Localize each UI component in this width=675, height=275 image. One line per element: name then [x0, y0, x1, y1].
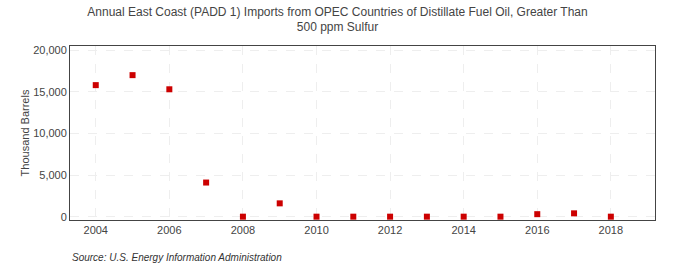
- svg-text:10,000: 10,000: [33, 127, 67, 139]
- svg-text:2010: 2010: [304, 224, 328, 236]
- svg-text:Thousand Barrels: Thousand Barrels: [19, 89, 31, 176]
- svg-text:Source: U.S. Energy Informatio: Source: U.S. Energy Information Administ…: [72, 252, 282, 263]
- svg-text:2014: 2014: [451, 224, 475, 236]
- svg-text:2004: 2004: [84, 224, 108, 236]
- svg-text:2012: 2012: [378, 224, 402, 236]
- svg-text:0: 0: [61, 211, 67, 223]
- svg-text:5,000: 5,000: [39, 169, 67, 181]
- svg-text:15,000: 15,000: [33, 86, 67, 98]
- svg-text:20,000: 20,000: [33, 44, 67, 56]
- svg-text:2008: 2008: [231, 224, 255, 236]
- svg-text:2016: 2016: [525, 224, 549, 236]
- svg-text:2018: 2018: [599, 224, 623, 236]
- svg-text:2006: 2006: [157, 224, 181, 236]
- svg-text:Annual East Coast (PADD 1) Imp: Annual East Coast (PADD 1) Imports from …: [87, 5, 587, 35]
